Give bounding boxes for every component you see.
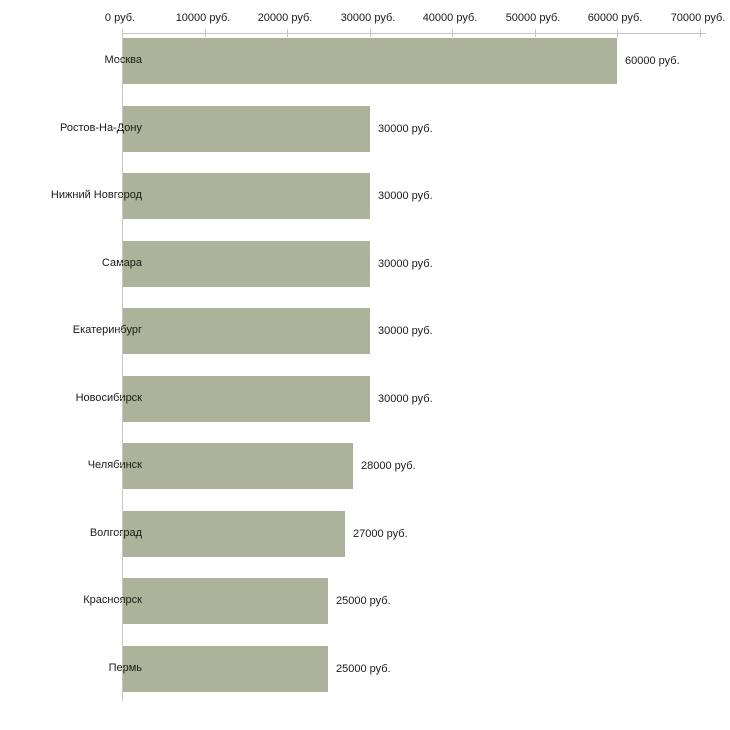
bar-value-label: 27000 руб. (353, 527, 408, 540)
bar-value-label: 25000 руб. (336, 595, 391, 607)
bar (123, 443, 353, 489)
x-axis-tick-label: 20000 руб. (257, 12, 313, 24)
category-label: Новосибирск (75, 391, 142, 404)
category-tick-mark (118, 397, 124, 399)
bar (123, 308, 370, 354)
bar-value-label: 30000 руб. (378, 325, 433, 337)
category-tick-mark (118, 600, 124, 601)
x-axis-tick-mark (700, 29, 701, 37)
category-label: Пермь (108, 661, 142, 674)
category-label: Красноярск (83, 594, 142, 606)
x-axis-tick-label: 40000 руб. (422, 12, 478, 24)
bar-value-label: 60000 руб. (625, 55, 680, 67)
x-axis-tick-mark (535, 29, 536, 37)
category-tick-mark (118, 465, 124, 466)
bar (123, 105, 370, 152)
x-axis-tick-label: 70000 руб. (670, 12, 726, 24)
bar (123, 38, 617, 84)
category-tick-mark (118, 195, 124, 196)
x-axis-tick-mark (370, 29, 371, 37)
x-axis-tick-label: 10000 руб. (175, 12, 231, 24)
category-tick-mark (118, 127, 124, 129)
plot-area: 0 руб. 10000 руб. 20000 руб. 30000 руб. 4000… (105, 12, 725, 701)
category-tick-mark (118, 262, 124, 264)
category-tick-mark (118, 532, 124, 534)
bar (123, 510, 345, 557)
category-label: Ростов-На-Дону (59, 121, 142, 134)
category-label: Екатеринбург (72, 324, 142, 336)
x-axis-tick-mark (617, 29, 618, 37)
x-axis-tick-label: 0 руб. (104, 12, 136, 24)
category-tick-mark (118, 60, 124, 61)
bar-value-label: 30000 руб. (378, 122, 433, 135)
category-label: Челябинск (87, 459, 142, 471)
bar-value-label: 30000 руб. (378, 392, 433, 405)
x-axis-tick-mark (452, 29, 453, 37)
category-label: Нижний Новгород (50, 189, 142, 201)
bar-value-label: 30000 руб. (378, 257, 433, 270)
bar-value-label: 30000 руб. (378, 190, 433, 202)
bar (123, 375, 370, 422)
bar (123, 645, 328, 692)
bar-value-label: 25000 руб. (336, 662, 391, 675)
bar (123, 578, 328, 624)
x-axis-tick-mark (205, 29, 206, 37)
bar-value-label: 28000 руб. (361, 460, 416, 472)
category-label: Волгоград (89, 526, 142, 539)
x-axis-tick-label: 60000 руб. (587, 12, 643, 24)
x-axis-tick-label: 30000 руб. (340, 12, 396, 24)
x-axis-tick-mark (287, 29, 288, 37)
bar (123, 240, 370, 287)
category-tick-mark (118, 330, 124, 331)
category-tick-mark (118, 667, 124, 669)
x-axis-tick-mark (122, 29, 123, 37)
x-axis-tick-label: 50000 руб. (505, 12, 561, 24)
bar (123, 173, 370, 219)
